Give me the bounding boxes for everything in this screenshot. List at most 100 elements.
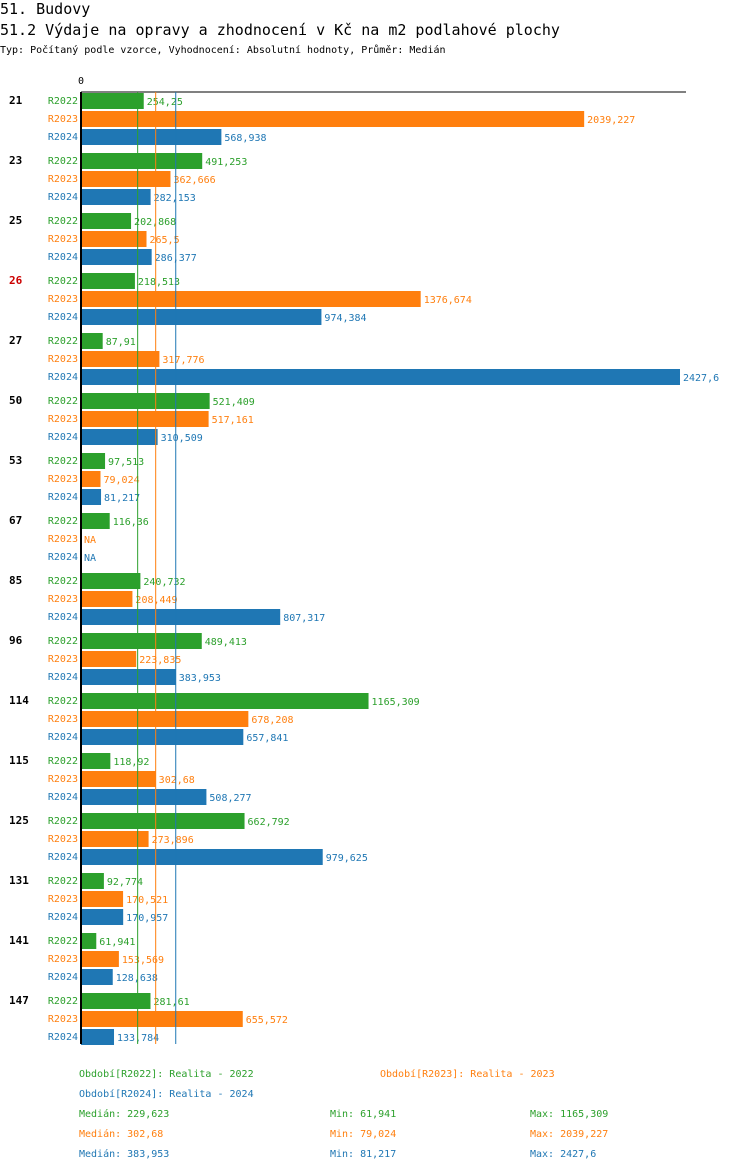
bar-chart: 0 21 R2022 254,25 R2023 2039,227 R2024 568,938 2… — [9, 76, 719, 1045]
value-label-50-r2024: 310,509 — [161, 433, 203, 444]
page-title: 51. Budovy — [0, 0, 91, 18]
value-label-147-r2022: 281,61 — [153, 997, 189, 1008]
value-label-26-r2024: 974,384 — [324, 313, 366, 324]
bar-131-r2023 — [81, 891, 124, 907]
bar-27-r2022 — [81, 333, 103, 349]
value-label-131-r2024: 170,957 — [126, 913, 168, 924]
value-label-23-r2023: 362,666 — [173, 175, 215, 186]
value-label-96-r2024: 383,953 — [179, 673, 221, 684]
series-label-50-r2024: R2024 — [48, 432, 78, 443]
value-label-141-r2023: 153,569 — [122, 955, 164, 966]
series-label-114-r2024: R2024 — [48, 732, 78, 743]
series-label-85-r2024: R2024 — [48, 612, 78, 623]
series-label-53-r2022: R2022 — [48, 456, 78, 467]
series-label-115-r2024: R2024 — [48, 792, 78, 803]
stat-max-r2022: Max: 1165,309 — [530, 1109, 609, 1120]
series-label-67-r2024: R2024 — [48, 552, 78, 563]
series-label-115-r2022: R2022 — [48, 756, 78, 767]
bar-67-r2022 — [81, 513, 110, 529]
group-label-85: 85 — [9, 574, 22, 587]
value-label-114-r2022: 1165,309 — [372, 697, 420, 708]
group-label-141: 141 — [9, 934, 29, 947]
series-label-25-r2024: R2024 — [48, 252, 78, 263]
value-label-26-r2022: 218,513 — [138, 277, 180, 288]
bar-50-r2023 — [81, 411, 209, 427]
series-label-67-r2023: R2023 — [48, 534, 78, 545]
series-label-114-r2022: R2022 — [48, 696, 78, 707]
value-label-67-r2022: 116,36 — [113, 517, 149, 528]
bar-50-r2024 — [81, 429, 158, 445]
group-label-27: 27 — [9, 334, 22, 347]
bar-115-r2022 — [81, 753, 111, 769]
value-label-21-r2022: 254,25 — [147, 97, 183, 108]
series-label-96-r2024: R2024 — [48, 672, 78, 683]
bar-147-r2023 — [81, 1011, 243, 1027]
value-label-85-r2022: 240,732 — [143, 577, 185, 588]
group-label-53: 53 — [9, 454, 22, 467]
series-label-141-r2024: R2024 — [48, 972, 78, 983]
bar-53-r2022 — [81, 453, 106, 469]
series-label-23-r2023: R2023 — [48, 174, 78, 185]
bar-125-r2024 — [81, 849, 323, 865]
group-label-25: 25 — [9, 214, 22, 227]
series-label-96-r2022: R2022 — [48, 636, 78, 647]
group-label-21: 21 — [9, 94, 23, 107]
series-label-53-r2023: R2023 — [48, 474, 78, 485]
bar-27-r2023 — [81, 351, 160, 367]
value-label-131-r2022: 92,774 — [107, 877, 143, 888]
bar-85-r2022 — [81, 573, 141, 589]
value-label-114-r2024: 657,841 — [246, 733, 288, 744]
bar-131-r2022 — [81, 873, 104, 889]
bar-25-r2022 — [81, 213, 132, 229]
bar-96-r2022 — [81, 633, 202, 649]
series-label-147-r2023: R2023 — [48, 1014, 78, 1025]
value-label-115-r2023: 302,68 — [159, 775, 195, 786]
value-label-67-r2023: NA — [84, 535, 96, 546]
value-label-27-r2023: 317,776 — [162, 355, 204, 366]
value-label-67-r2024: NA — [84, 553, 96, 564]
bar-23-r2022 — [81, 153, 203, 169]
group-label-125: 125 — [9, 814, 29, 827]
series-label-125-r2024: R2024 — [48, 852, 78, 863]
series-label-115-r2023: R2023 — [48, 774, 78, 785]
value-label-125-r2023: 273,896 — [152, 835, 194, 846]
series-label-67-r2022: R2022 — [48, 516, 78, 527]
series-label-26-r2024: R2024 — [48, 312, 78, 323]
group-label-67: 67 — [9, 514, 22, 527]
legend-period-r2023: Období[R2023]: Realita - 2023 — [380, 1069, 555, 1080]
group-label-23: 23 — [9, 154, 22, 167]
bar-23-r2024 — [81, 189, 151, 205]
series-label-25-r2023: R2023 — [48, 234, 78, 245]
bar-53-r2023 — [81, 471, 101, 487]
value-label-147-r2023: 655,572 — [246, 1015, 288, 1026]
group-label-114: 114 — [9, 694, 29, 707]
value-label-96-r2022: 489,413 — [205, 637, 247, 648]
value-label-25-r2023: 265,5 — [150, 235, 180, 246]
group-label-115: 115 — [9, 754, 29, 767]
series-label-96-r2023: R2023 — [48, 654, 78, 665]
stat-min-r2023: Min: 79,024 — [330, 1129, 397, 1140]
bar-125-r2023 — [81, 831, 149, 847]
series-label-53-r2024: R2024 — [48, 492, 78, 503]
series-label-27-r2022: R2022 — [48, 336, 78, 347]
value-label-21-r2023: 2039,227 — [587, 115, 635, 126]
value-label-50-r2023: 517,161 — [212, 415, 254, 426]
group-label-147: 147 — [9, 994, 29, 1007]
bar-85-r2023 — [81, 591, 133, 607]
bar-21-r2022 — [81, 93, 144, 109]
bar-26-r2023 — [81, 291, 421, 307]
value-label-53-r2023: 79,024 — [103, 475, 139, 486]
series-label-141-r2023: R2023 — [48, 954, 78, 965]
bar-25-r2024 — [81, 249, 152, 265]
bar-21-r2023 — [81, 111, 585, 127]
stat-min-r2024: Min: 81,217 — [330, 1149, 397, 1160]
series-label-147-r2022: R2022 — [48, 996, 78, 1007]
bar-114-r2024 — [81, 729, 244, 745]
stat-median-r2022: Medián: 229,623 — [79, 1109, 170, 1120]
bar-114-r2022 — [81, 693, 369, 709]
stat-median-r2024: Medián: 383,953 — [79, 1149, 170, 1160]
bar-125-r2022 — [81, 813, 245, 829]
series-label-85-r2022: R2022 — [48, 576, 78, 587]
bar-21-r2024 — [81, 129, 222, 145]
value-label-131-r2023: 170,521 — [126, 895, 168, 906]
